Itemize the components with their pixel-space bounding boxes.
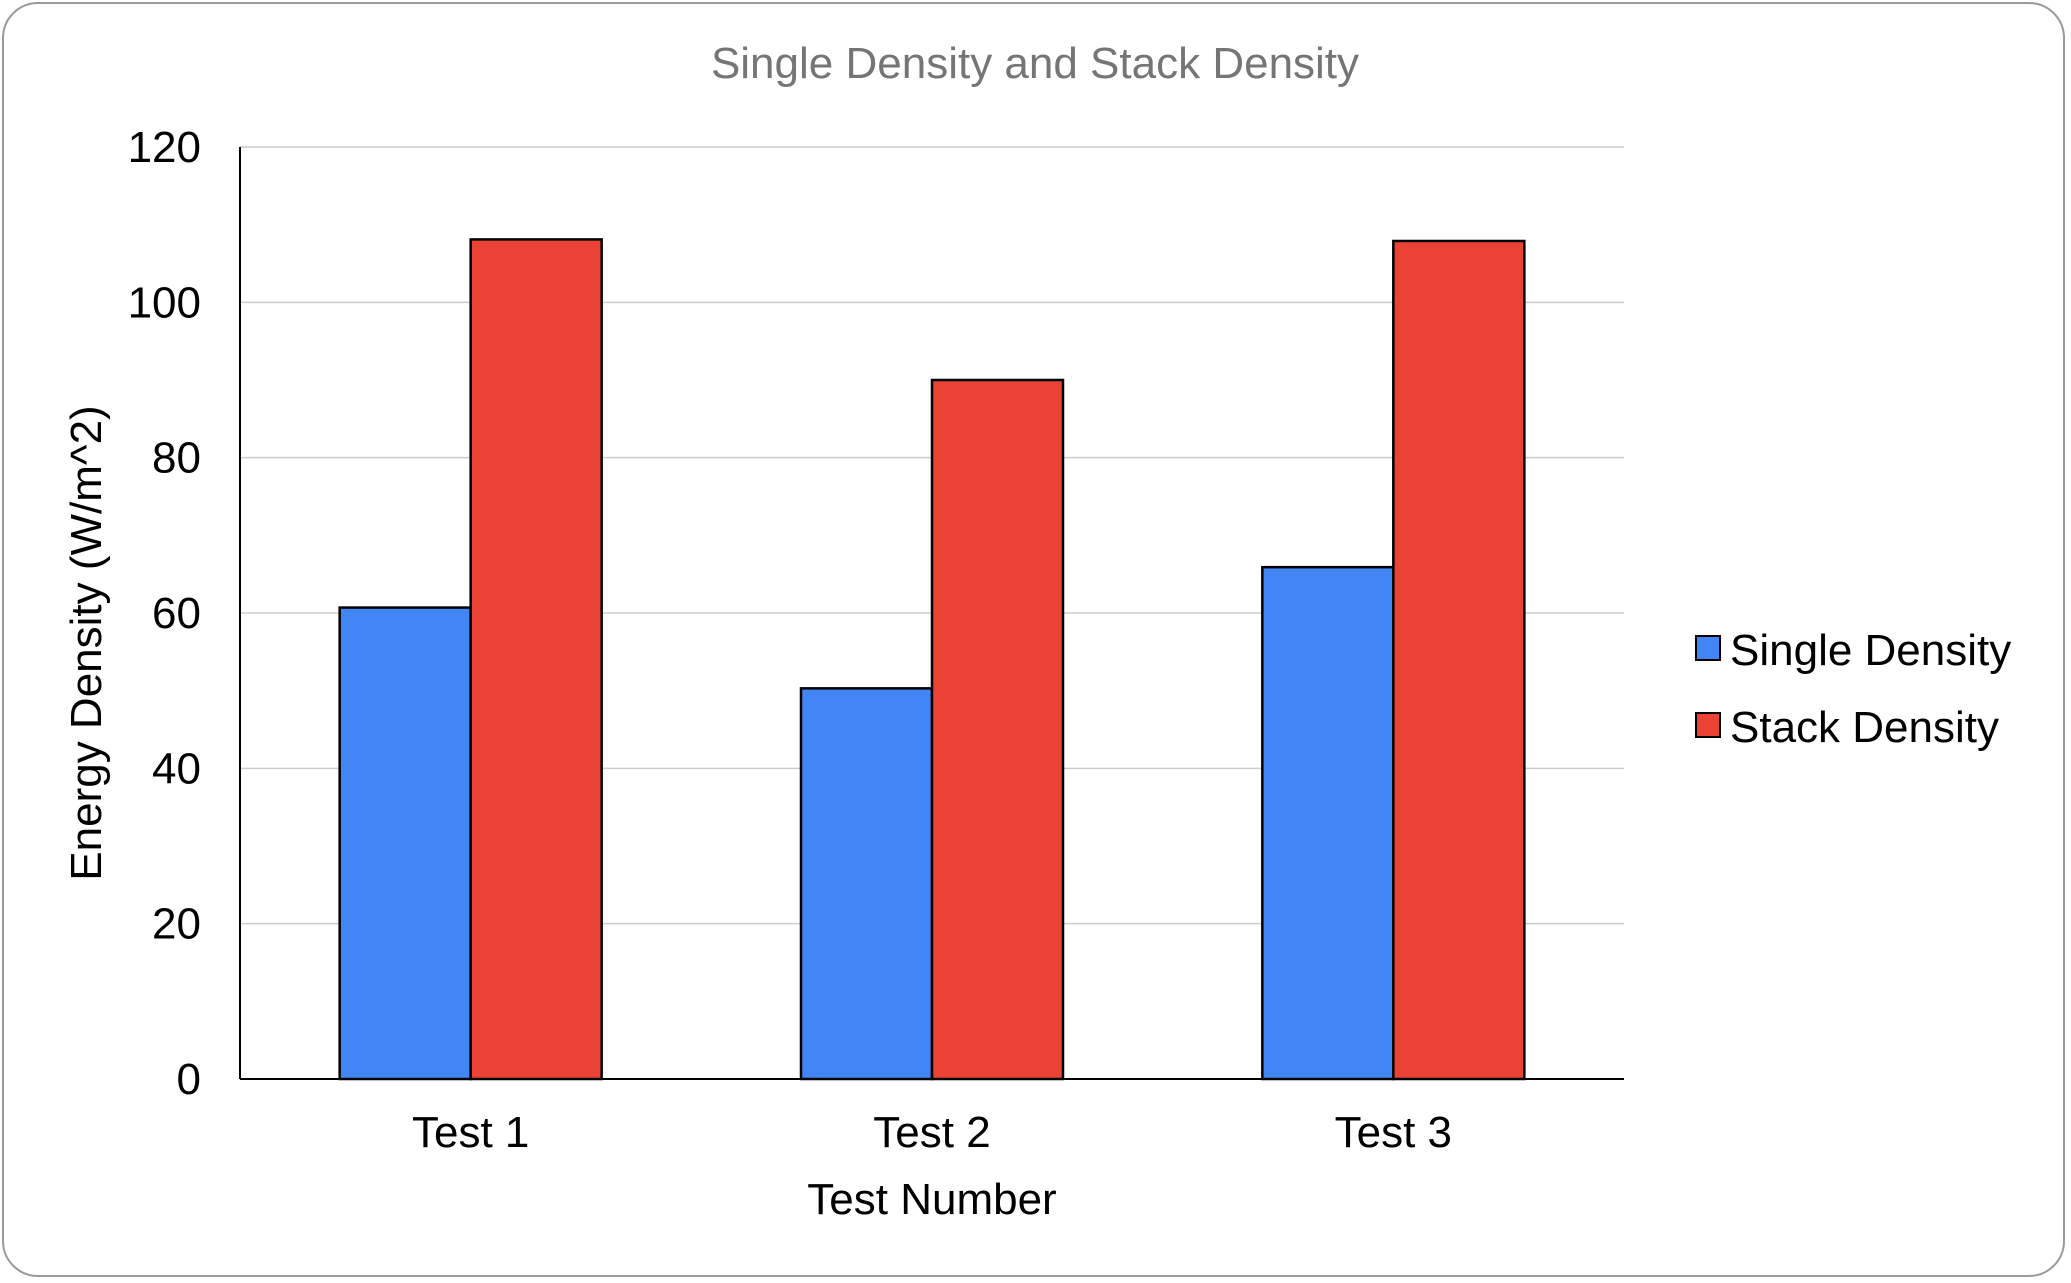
y-tick-label: 20	[152, 900, 201, 949]
y-tick-label: 100	[128, 278, 201, 327]
bars	[338, 238, 1526, 1081]
legend-label: Single Density	[1730, 626, 2011, 675]
bar-stack-density-test-1	[469, 238, 603, 1081]
legend-swatch	[1695, 635, 1721, 661]
x-axis-title: Test Number	[807, 1175, 1056, 1224]
y-axis-title: Energy Density (W/m^2)	[62, 405, 111, 880]
legend: Single Density Stack Density	[1695, 626, 2011, 752]
x-tick-labels: Test 1 Test 2 Test 3	[412, 1108, 1452, 1157]
chart-title: Single Density and Stack Density	[711, 39, 1359, 88]
axes	[239, 147, 1624, 1080]
bar-single-density-test-1	[338, 606, 472, 1081]
x-tick-label: Test 2	[873, 1108, 990, 1157]
y-tick-label: 0	[177, 1055, 201, 1104]
y-tick-label: 80	[152, 434, 201, 483]
x-tick-label: Test 1	[412, 1108, 529, 1157]
y-tick-label: 40	[152, 744, 201, 793]
bar-single-density-test-2	[799, 687, 934, 1081]
legend-label: Stack Density	[1730, 703, 1999, 752]
x-tick-label: Test 3	[1335, 1108, 1452, 1157]
y-tick-labels: 0 20 40 60 80 100 120	[128, 123, 201, 1104]
y-tick-label: 120	[128, 123, 201, 172]
bar-single-density-test-3	[1261, 565, 1395, 1081]
y-tick-label: 60	[152, 589, 201, 638]
legend-swatch	[1695, 712, 1721, 738]
bar-stack-density-test-2	[930, 378, 1065, 1081]
bar-stack-density-test-3	[1392, 239, 1526, 1081]
